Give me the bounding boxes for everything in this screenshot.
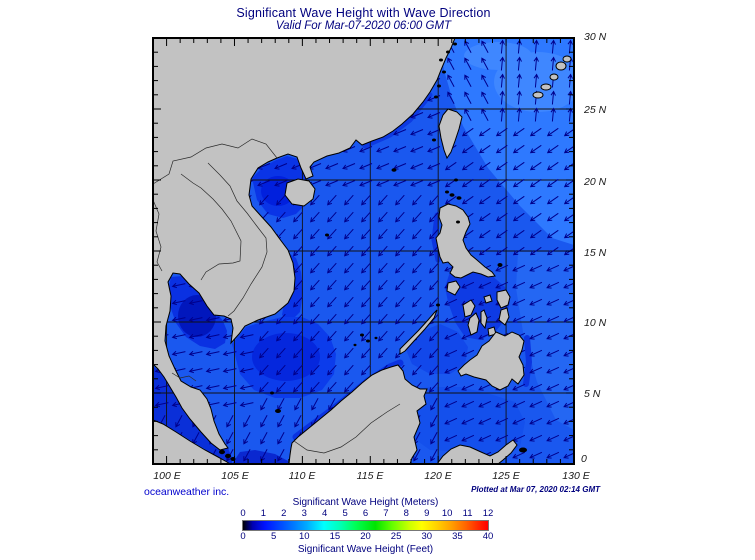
feet-tick: 25 xyxy=(390,531,402,542)
land-cebu xyxy=(480,309,488,330)
meters-tick: 12 xyxy=(482,508,494,519)
landmasses xyxy=(153,38,572,464)
land-samar xyxy=(496,289,511,309)
lat-label-5n: 5 N xyxy=(584,388,601,400)
oceanweather-credit: oceanweather inc. xyxy=(144,486,230,498)
lon-label-130e: 130 E xyxy=(562,470,590,482)
wave-height-legend: Significant Wave Height (Meters) 0 1 2 3… xyxy=(240,497,493,557)
meters-tick: 1 xyxy=(260,508,267,519)
land-ryukyu-2 xyxy=(540,83,552,91)
lat-label-25n: 25 N xyxy=(584,104,607,116)
degree-tick-marks xyxy=(154,39,573,463)
feet-tick: 30 xyxy=(421,531,433,542)
land-panay xyxy=(462,299,476,318)
land-leyte xyxy=(498,307,510,326)
meters-tick: 7 xyxy=(383,508,389,519)
meters-tick: 3 xyxy=(301,508,307,519)
lat-label-0: 0 xyxy=(581,453,587,465)
meters-tick: 2 xyxy=(281,508,287,519)
land-luzon xyxy=(435,203,496,279)
country-borders xyxy=(153,138,401,454)
feet-tick: 10 xyxy=(299,531,310,542)
meters-tick: 10 xyxy=(441,508,453,519)
lat-label-30n: 30 N xyxy=(584,31,607,43)
plotted-at-timestamp: Plotted at Mar 07, 2020 02:14 GMT xyxy=(471,485,600,494)
land-negros xyxy=(467,312,480,336)
lon-label-110e: 110 E xyxy=(288,470,316,482)
meters-tick: 4 xyxy=(322,508,328,519)
lon-label-120e: 120 E xyxy=(424,470,452,482)
land-mindoro xyxy=(446,280,461,296)
lat-label-15n: 15 N xyxy=(584,247,607,259)
land-taiwan xyxy=(438,108,463,160)
land-ryukyu-4 xyxy=(555,61,567,71)
land-mindanao xyxy=(457,331,525,391)
legend-meters-title: Significant Wave Height (Meters) xyxy=(292,497,439,508)
land-ryukyu-3 xyxy=(549,73,559,81)
feet-tick: 15 xyxy=(329,531,341,542)
land-masbate xyxy=(483,294,493,304)
land-palawan xyxy=(399,309,438,355)
feet-tick: 35 xyxy=(452,531,463,542)
lon-label-100e: 100 E xyxy=(153,470,181,482)
wave-height-colorbar xyxy=(242,520,489,531)
lat-label-10n: 10 N xyxy=(584,317,607,329)
feet-tick: 0 xyxy=(240,531,246,542)
lat-label-20n: 20 N xyxy=(584,176,607,188)
meters-tick: 9 xyxy=(424,508,430,519)
meters-tick: 11 xyxy=(462,508,473,519)
land-ryukyu-1 xyxy=(532,91,544,99)
lon-label-105e: 105 E xyxy=(221,470,249,482)
valid-time-subtitle: Valid For Mar-07-2020 06:00 GMT xyxy=(275,20,452,32)
land-china-indochina-malaya xyxy=(153,38,456,451)
land-ryukyu-5 xyxy=(562,55,572,63)
land-sumatra xyxy=(153,419,231,464)
lon-label-125e: 125 E xyxy=(492,470,520,482)
meters-tick: 8 xyxy=(403,508,409,519)
map-frame xyxy=(152,37,575,465)
feet-tick: 20 xyxy=(360,531,371,542)
land-hainan xyxy=(284,178,316,207)
meters-tick: 0 xyxy=(240,508,246,519)
feet-tick: 5 xyxy=(270,531,277,542)
meters-tick: 6 xyxy=(362,508,369,519)
meters-tick: 5 xyxy=(342,508,348,519)
lon-label-115e: 115 E xyxy=(356,470,384,482)
page-title: Significant Wave Height with Wave Direct… xyxy=(236,6,491,20)
feet-tick: 40 xyxy=(482,531,494,542)
legend-feet-title: Significant Wave Height (Feet) xyxy=(297,544,434,555)
